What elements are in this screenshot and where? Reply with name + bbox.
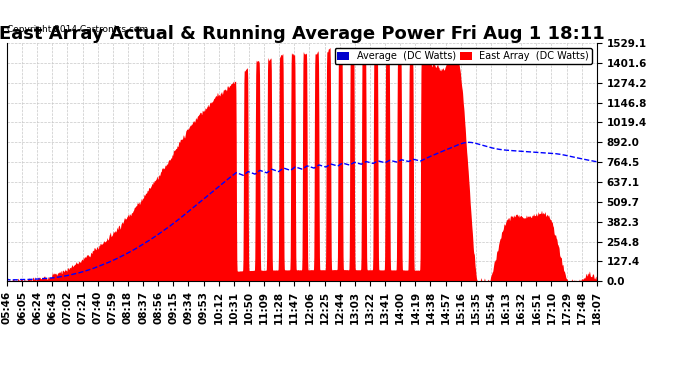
Text: Copyright 2014 Cartronics.com: Copyright 2014 Cartronics.com bbox=[7, 25, 148, 34]
Title: East Array Actual & Running Average Power Fri Aug 1 18:11: East Array Actual & Running Average Powe… bbox=[0, 25, 604, 43]
Legend: Average  (DC Watts), East Array  (DC Watts): Average (DC Watts), East Array (DC Watts… bbox=[335, 48, 592, 64]
